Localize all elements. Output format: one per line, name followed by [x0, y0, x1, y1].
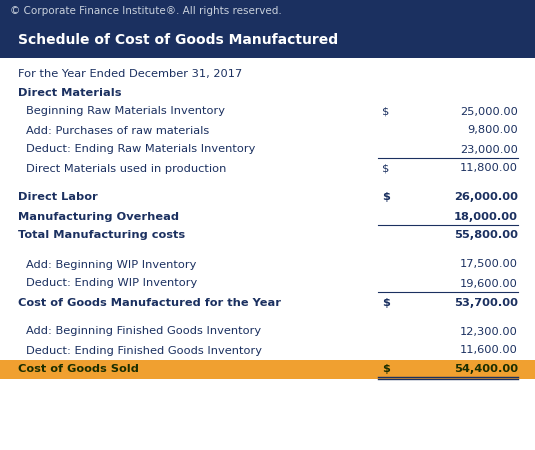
- Text: $: $: [382, 297, 390, 307]
- Bar: [0, 22, 535, 58]
- Text: Deduct: Ending WIP Inventory: Deduct: Ending WIP Inventory: [26, 279, 197, 288]
- Text: Direct Materials used in production: Direct Materials used in production: [26, 163, 226, 174]
- Text: 54,400.00: 54,400.00: [454, 364, 518, 374]
- Text: Cost of Goods Manufactured for the Year: Cost of Goods Manufactured for the Year: [18, 297, 281, 307]
- Text: 53,700.00: 53,700.00: [454, 297, 518, 307]
- Text: 26,000.00: 26,000.00: [454, 193, 518, 202]
- Text: Direct Labor: Direct Labor: [18, 193, 98, 202]
- Text: 11,800.00: 11,800.00: [460, 163, 518, 174]
- Text: Cost of Goods Sold: Cost of Goods Sold: [18, 364, 139, 374]
- Text: Add: Beginning WIP Inventory: Add: Beginning WIP Inventory: [26, 260, 196, 270]
- Text: Add: Beginning Finished Goods Inventory: Add: Beginning Finished Goods Inventory: [26, 327, 261, 337]
- Text: © Corporate Finance Institute®. All rights reserved.: © Corporate Finance Institute®. All righ…: [10, 6, 282, 16]
- Text: 23,000.00: 23,000.00: [460, 144, 518, 154]
- Text: $: $: [382, 107, 389, 117]
- Bar: [0, 360, 535, 379]
- Text: Add: Purchases of raw materials: Add: Purchases of raw materials: [26, 126, 209, 135]
- Text: Manufacturing Overhead: Manufacturing Overhead: [18, 212, 179, 221]
- Text: Deduct: Ending Finished Goods Inventory: Deduct: Ending Finished Goods Inventory: [26, 346, 262, 356]
- Text: Deduct: Ending Raw Materials Inventory: Deduct: Ending Raw Materials Inventory: [26, 144, 255, 154]
- Text: 19,600.00: 19,600.00: [460, 279, 518, 288]
- Text: $: $: [382, 364, 390, 374]
- Text: Direct Materials: Direct Materials: [18, 87, 121, 98]
- Text: 55,800.00: 55,800.00: [454, 230, 518, 240]
- Text: For the Year Ended December 31, 2017: For the Year Ended December 31, 2017: [18, 68, 242, 78]
- Text: 9,800.00: 9,800.00: [467, 126, 518, 135]
- Text: 18,000.00: 18,000.00: [454, 212, 518, 221]
- Text: 25,000.00: 25,000.00: [460, 107, 518, 117]
- Text: 17,500.00: 17,500.00: [460, 260, 518, 270]
- Bar: [0, 0, 535, 22]
- Text: 11,600.00: 11,600.00: [460, 346, 518, 356]
- Text: $: $: [382, 193, 390, 202]
- Text: Schedule of Cost of Goods Manufactured: Schedule of Cost of Goods Manufactured: [18, 33, 338, 47]
- Text: Total Manufacturing costs: Total Manufacturing costs: [18, 230, 185, 240]
- Text: Beginning Raw Materials Inventory: Beginning Raw Materials Inventory: [26, 107, 225, 117]
- Text: 12,300.00: 12,300.00: [460, 327, 518, 337]
- Text: $: $: [382, 163, 389, 174]
